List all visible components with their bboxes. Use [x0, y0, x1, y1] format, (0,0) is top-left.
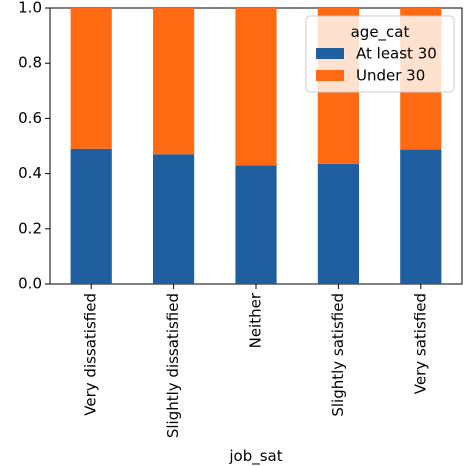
bar-at-least-30-4 — [400, 149, 442, 284]
y-tick-label: 0.2 — [18, 219, 42, 237]
x-tick-label: Neither — [247, 292, 265, 348]
bar-at-least-30-2 — [235, 165, 277, 284]
y-tick-label: 0.8 — [18, 54, 42, 72]
x-tick-label: Very dissatisfied — [82, 293, 100, 416]
legend-title: age_cat — [351, 23, 410, 42]
x-tick-label: Slightly dissatisfied — [164, 293, 182, 438]
bar-under-30-2 — [235, 8, 277, 166]
y-tick-label: 0.4 — [18, 164, 42, 182]
y-tick-label: 1.0 — [18, 0, 42, 17]
bar-under-30-0 — [70, 8, 112, 149]
legend-swatch-0 — [316, 48, 344, 59]
legend: age_cat At least 30 Under 30 — [305, 15, 455, 93]
legend-label-0: At least 30 — [356, 45, 437, 63]
x-tick-label: Slightly satisfied — [329, 293, 347, 417]
legend-label-1: Under 30 — [356, 67, 425, 85]
x-tick-label: Very satisfied — [411, 293, 429, 394]
x-axis-label: job_sat — [228, 447, 282, 466]
bar-at-least-30-0 — [70, 148, 112, 284]
y-tick-label: 0.0 — [18, 275, 42, 293]
x-axis: Very dissatisfied Slightly dissatisfied Ne… — [82, 284, 429, 438]
y-tick-label: 0.6 — [18, 109, 42, 127]
legend-swatch-1 — [316, 70, 344, 81]
bar-at-least-30-3 — [317, 163, 359, 284]
y-axis: 0.0 0.2 0.4 0.6 0.8 1.0 — [18, 0, 50, 293]
bar-at-least-30-1 — [153, 154, 195, 284]
bar-under-30-1 — [153, 8, 195, 155]
